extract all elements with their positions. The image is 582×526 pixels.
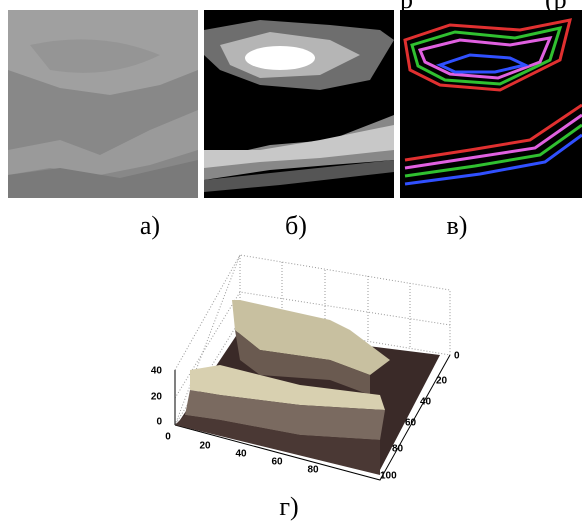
panel-label: а) xyxy=(140,211,160,240)
z-tick-label: 20 xyxy=(151,392,163,403)
image-a xyxy=(8,10,198,198)
y-tick-label: 20 xyxy=(436,376,448,387)
y-tick-label: 80 xyxy=(392,444,404,455)
z-tick-label: 40 xyxy=(151,366,163,377)
x-tick-label: 20 xyxy=(199,441,211,452)
x-tick-label: 80 xyxy=(307,465,319,476)
x-tick-label: 0 xyxy=(165,432,171,443)
panel-label: г) xyxy=(279,492,298,521)
y-tick-label: 60 xyxy=(405,418,417,429)
panel-label: в) xyxy=(447,211,468,240)
panel-label: б) xyxy=(285,211,307,240)
image-c xyxy=(400,10,582,198)
x-tick-label: 40 xyxy=(235,449,247,460)
x-tick-label: 60 xyxy=(271,457,283,468)
y-tick-label: 100 xyxy=(380,471,397,482)
y-tick-label: 40 xyxy=(420,397,432,408)
figure: р (р а) б) в) xyxy=(0,0,582,526)
z-tick-label: 0 xyxy=(156,417,162,428)
surface-plot xyxy=(175,255,450,480)
image-b xyxy=(204,10,394,198)
y-tick-label: 0 xyxy=(454,351,460,362)
